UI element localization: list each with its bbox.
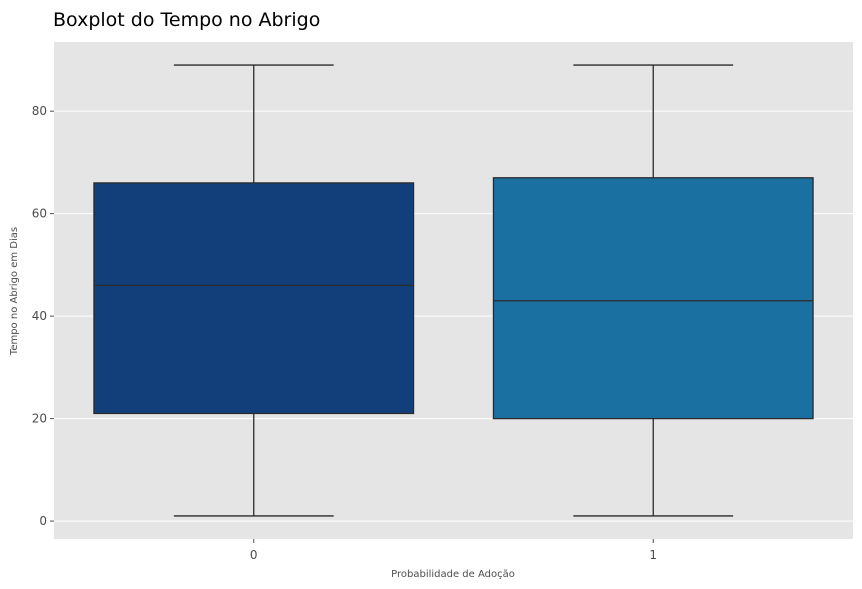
x-tick-label-1: 1 — [649, 548, 657, 562]
y-tick-label-80: 80 — [32, 104, 47, 118]
y-axis-label: Tempo no Abrigo em Dias — [9, 227, 20, 356]
box-1 — [492, 177, 814, 420]
box-group-0 — [93, 64, 415, 517]
x-axis-label: Probabilidade de Adoção — [391, 569, 515, 580]
box-group-1 — [492, 64, 814, 517]
y-axis-ticks: 0 20 40 60 80 — [32, 104, 54, 528]
x-tick-label-0: 0 — [250, 548, 258, 562]
box-0 — [93, 182, 415, 415]
y-tick-label-60: 60 — [32, 207, 47, 221]
y-tick-label-40: 40 — [32, 309, 47, 323]
chart-title: Boxplot do Tempo no Abrigo — [53, 9, 320, 31]
y-tick-label-20: 20 — [32, 412, 47, 426]
y-tick-label-0: 0 — [39, 514, 47, 528]
boxes — [93, 64, 814, 517]
